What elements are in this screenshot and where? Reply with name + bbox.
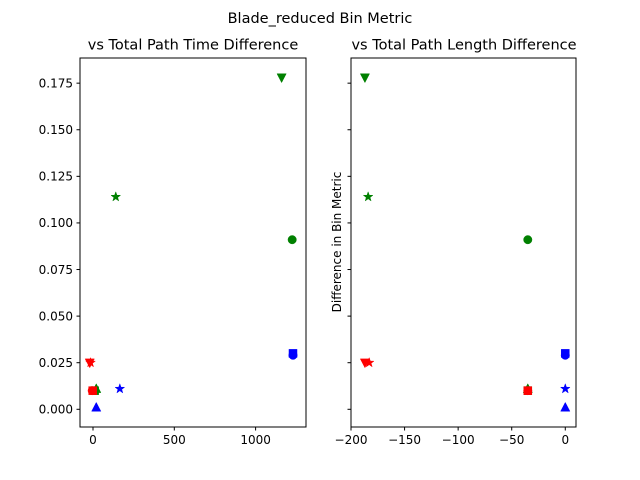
right-green-triangle-down-point	[359, 73, 370, 84]
left-red-square-point	[88, 386, 97, 395]
left-subplot: vs Total Path Time Difference 0 500 1000 0.…	[39, 38, 307, 447]
left-ytick-label: 0.125	[39, 170, 73, 184]
left-subplot-frame	[79, 57, 307, 428]
right-subplot-ticks: −200 −150 −100 −50 0	[335, 82, 569, 447]
right-xtick-label: −200	[335, 433, 368, 447]
right-subplot-frame	[350, 57, 577, 428]
left-ytick-label: 0.175	[39, 76, 73, 90]
left-xtick-label: 1000	[240, 433, 271, 447]
right-blue-star-point	[559, 383, 571, 394]
right-green-circle-point	[523, 235, 533, 245]
left-ytick-label: 0.100	[39, 216, 73, 230]
right-green-star-point	[362, 191, 374, 202]
right-red-square-point	[523, 386, 533, 395]
left-ytick-label: 0.000	[39, 403, 73, 417]
left-subplot-title: vs Total Path Time Difference	[88, 38, 299, 54]
left-ytick-label: 0.075	[39, 263, 73, 277]
left-xtick-label: 0	[89, 433, 97, 447]
left-green-star-point	[110, 191, 122, 202]
right-blue-triangle-up-point	[560, 401, 571, 412]
left-ytick-label: 0.025	[39, 356, 73, 370]
right-xtick-label: −50	[499, 433, 524, 447]
left-blue-triangle-up-point	[91, 401, 102, 412]
left-subplot-points	[84, 73, 298, 412]
right-subplot-title: vs Total Path Length Difference	[351, 38, 576, 54]
left-subplot-ticks: 0 500 1000 0.000 0.025 0.050 0.075 0.100 0.125 0.…	[39, 76, 271, 447]
left-blue-circle-point	[288, 350, 298, 360]
left-ytick-label: 0.050	[39, 309, 73, 323]
left-green-circle-point	[287, 235, 297, 245]
right-blue-circle-point	[560, 350, 570, 360]
right-xtick-label: 0	[561, 433, 569, 447]
figure-suptitle: Blade_reduced Bin Metric	[228, 11, 413, 27]
left-xtick-label: 500	[163, 433, 186, 447]
right-subplot: vs Total Path Length Difference Differen…	[330, 38, 577, 448]
right-red-star-point	[363, 356, 375, 368]
right-xtick-label: −150	[388, 433, 421, 447]
left-blue-star-point	[114, 383, 126, 394]
right-subplot-ylabel: Difference in Bin Metric	[330, 172, 344, 313]
left-ytick-label: 0.150	[39, 123, 73, 137]
right-subplot-points	[359, 73, 571, 412]
right-xtick-label: −100	[442, 433, 475, 447]
left-green-triangle-down-point	[276, 73, 287, 84]
left-red-star-point	[85, 356, 97, 368]
